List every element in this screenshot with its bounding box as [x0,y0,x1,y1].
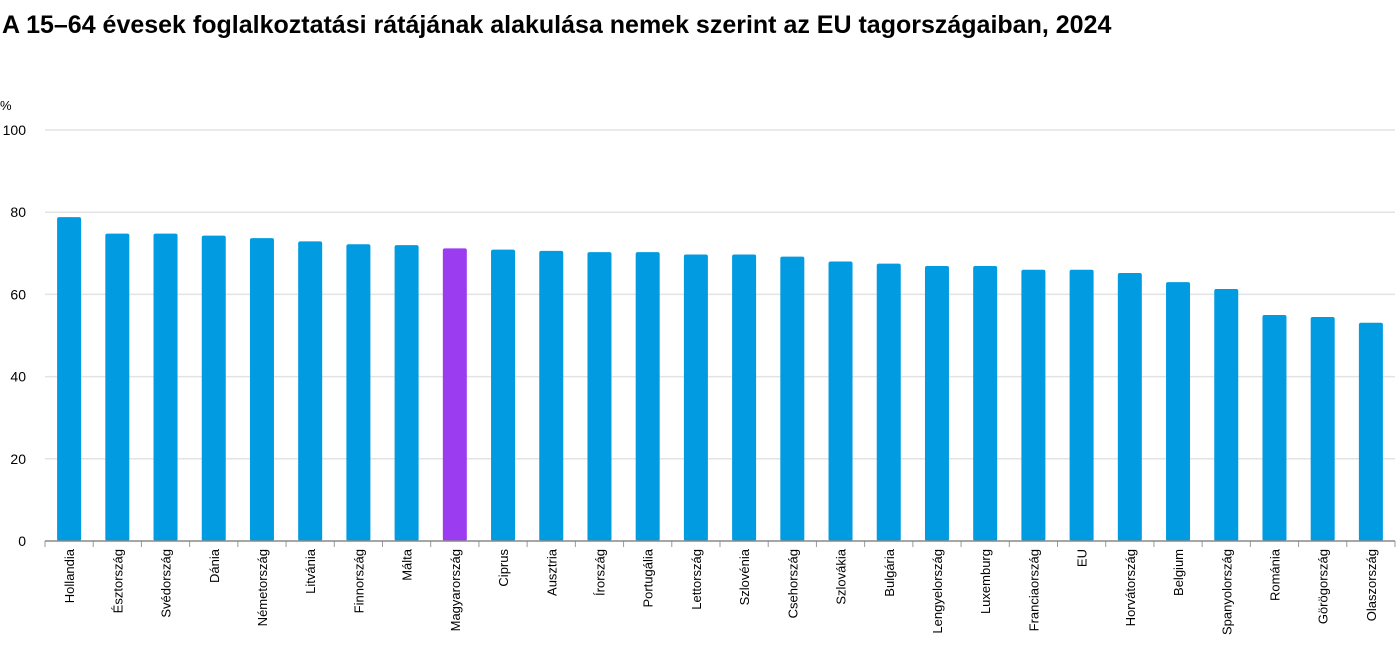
bar-Ciprus [491,249,516,541]
x-tick-label: Hollandia [62,548,77,603]
x-tick-label: Spanyolország [1219,549,1234,635]
bar-Finnország [346,244,371,541]
y-axis-unit: % [0,98,12,113]
bar-Észtország [105,233,130,541]
x-tick-label: Luxemburg [978,549,993,614]
bar-Bulgária [876,263,901,541]
x-tick-label: Bulgária [882,548,897,596]
x-tick-label: Finnország [351,549,366,613]
x-tick-label: Ausztria [544,548,559,596]
bar-Belgium [1166,282,1191,541]
bar-Luxemburg [973,266,998,541]
bar-Lettország [683,254,708,541]
x-tick-label: Ciprus [496,549,511,587]
x-tick-label: Svédország [159,549,174,618]
bar-Horvátország [1117,273,1142,541]
x-tick-label: Észtország [110,549,125,613]
bar-EU [1069,269,1094,541]
y-tick-label: 40 [10,369,26,385]
x-tick-label: Magyarország [448,549,463,631]
x-tick-label: Lengyelország [930,549,945,634]
x-tick-label: Belgium [1171,549,1186,596]
x-tick-label: Románia [1267,548,1282,601]
bar-Írország [587,252,612,541]
x-tick-label: Franciaország [1026,549,1041,631]
x-tick-label: Szlovénia [737,548,752,605]
x-tick-label: Írország [592,549,607,596]
bar-Svédország [153,233,178,541]
x-tick-label: Németország [255,549,270,626]
bar-Olaszország [1358,322,1383,541]
x-tick-label: Horvátország [1123,549,1138,626]
y-tick-label: 20 [10,451,26,467]
y-tick-label: 80 [10,204,26,220]
x-tick-label: Litvánia [303,548,318,594]
chart-title: A 15–64 évesek foglalkoztatási rátájának… [2,11,1112,39]
bar-Szlovénia [732,254,757,541]
x-tick-label: Görögország [1316,549,1331,624]
bar-Dánia [201,235,226,541]
bar-Görögország [1310,317,1335,541]
x-tick-label: Málta [400,548,415,581]
bar-Málta [394,245,419,541]
bar-Magyarország [442,248,467,542]
bar-Németország [249,238,274,541]
x-tick-label: Csehország [785,549,800,618]
bar-Hollandia [57,217,82,541]
x-tick-label: Dánia [207,548,222,583]
bar-Ausztria [539,250,564,542]
y-tick-label: 100 [3,122,27,138]
bar-Portugália [635,252,660,541]
x-tick-label: EU [1075,549,1090,567]
bar-Románia [1262,314,1287,541]
x-tick-label: Portugália [641,548,656,607]
x-tick-label: Szlovákia [834,548,849,604]
y-tick-label: 0 [18,533,26,549]
y-tick-label: 60 [10,286,26,302]
bar-Franciaország [1021,269,1046,541]
bar-Litvánia [298,241,323,542]
x-tick-label: Lettország [689,549,704,610]
bar-Lengyelország [924,266,949,541]
x-tick-label: Olaszország [1364,549,1379,621]
bar-Szlovákia [828,261,853,541]
bar-Csehország [780,256,805,541]
bar-Spanyolország [1214,289,1239,541]
